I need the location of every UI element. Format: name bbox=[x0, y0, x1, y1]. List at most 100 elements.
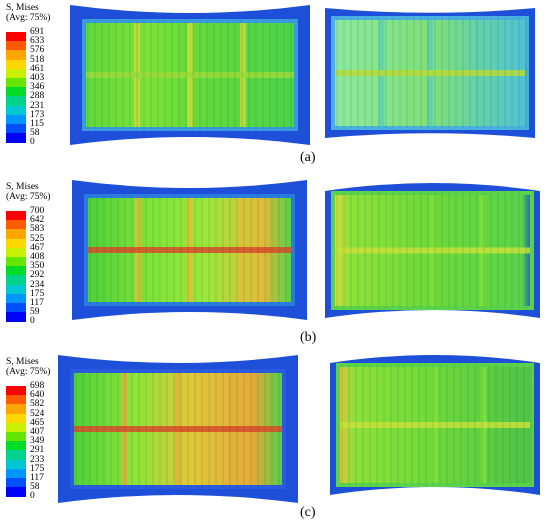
stiffener-frame bbox=[84, 194, 295, 306]
legend-swatch bbox=[6, 211, 26, 221]
legend-swatch bbox=[6, 114, 26, 125]
stress-legend-c: S, Mises (Avg: 75%) bbox=[6, 357, 50, 377]
stress-contour-right-b bbox=[325, 183, 540, 318]
legend-tick-label: 0 bbox=[30, 137, 35, 148]
legend-tick-label: 640 bbox=[30, 390, 45, 401]
mesh-texture bbox=[336, 18, 527, 128]
stiffener-horizontal bbox=[86, 247, 293, 253]
legend-swatch bbox=[6, 312, 26, 322]
stress-legend-a: S, Mises (Avg: 75%) bbox=[6, 3, 50, 23]
legend-swatch bbox=[6, 96, 26, 107]
legend-tick-label: 403 bbox=[30, 73, 45, 83]
legend-swatch bbox=[6, 386, 26, 396]
legend-tick-label: 698 bbox=[30, 381, 45, 391]
stiffener-horizontal bbox=[72, 426, 284, 432]
legend-tick-label: 173 bbox=[30, 109, 45, 120]
legend-subtitle: (Avg: 75%) bbox=[6, 192, 51, 202]
legend-swatch bbox=[6, 133, 26, 143]
legend-tick-label: 58 bbox=[30, 482, 40, 493]
legend-swatch bbox=[6, 478, 26, 488]
legend-swatch bbox=[6, 124, 26, 134]
legend-tick-label: 576 bbox=[30, 45, 45, 56]
legend-swatch bbox=[6, 41, 26, 51]
legend-swatch bbox=[6, 293, 26, 304]
stiffener-frame bbox=[331, 191, 534, 310]
mesh-texture bbox=[89, 196, 287, 304]
legend-tick-label: 349 bbox=[30, 436, 45, 447]
legend-tick-label: 465 bbox=[30, 417, 45, 428]
legend-tick-label: 350 bbox=[30, 261, 45, 272]
legend-tick-label: 175 bbox=[30, 463, 45, 474]
subfigure-label-a: (a) bbox=[300, 150, 316, 165]
legend-tick-label: 582 bbox=[30, 399, 45, 410]
subfigure-label-b: (b) bbox=[300, 330, 317, 345]
stress-contour-left-b bbox=[72, 180, 307, 320]
legend-tick-label: 0 bbox=[30, 316, 35, 327]
legend-swatch bbox=[6, 404, 26, 415]
stress-contour-right-a bbox=[325, 8, 535, 138]
legend-swatch bbox=[6, 247, 26, 258]
mesh-texture bbox=[75, 371, 280, 487]
legend-tick-label: 115 bbox=[30, 119, 44, 129]
stiffener-frame bbox=[82, 19, 298, 131]
stiffener-horizontal bbox=[338, 422, 532, 428]
legend-tick-label: 408 bbox=[30, 252, 45, 262]
legend-tick-label: 700 bbox=[30, 206, 45, 216]
legend-swatch bbox=[6, 68, 26, 79]
legend-tick-label: 59 bbox=[30, 307, 40, 318]
legend-tick-label: 518 bbox=[30, 54, 45, 65]
legend-swatch bbox=[6, 284, 26, 295]
stiffener-frame bbox=[336, 363, 534, 487]
stiffener-frame bbox=[331, 16, 529, 130]
stress-legend-b: S, Mises (Avg: 75%) bbox=[6, 182, 50, 202]
legend-title: S, Mises bbox=[6, 182, 39, 192]
figure-row-c: S, Mises (Avg: 75%) 698 640 582 524 465 407 34… bbox=[0, 350, 550, 525]
legend-swatch bbox=[6, 395, 26, 405]
legend-swatch bbox=[6, 257, 26, 267]
legend-swatch bbox=[6, 303, 26, 313]
stiffener-horizontal bbox=[84, 72, 296, 78]
legend-tick-label: 117 bbox=[30, 298, 44, 308]
legend-swatch bbox=[6, 450, 26, 461]
legend-tick-label: 633 bbox=[30, 36, 45, 47]
legend-tick-label: 0 bbox=[30, 491, 35, 502]
legend-tick-label: 233 bbox=[30, 454, 45, 465]
legend-tick-label: 691 bbox=[30, 27, 45, 37]
legend-swatch bbox=[6, 441, 26, 451]
legend-swatch bbox=[6, 275, 26, 286]
legend-swatch bbox=[6, 50, 26, 61]
mesh-texture bbox=[336, 193, 527, 308]
stress-contour-right-c bbox=[330, 355, 540, 495]
legend-swatch bbox=[6, 238, 26, 249]
legend-tick-label: 58 bbox=[30, 128, 40, 139]
legend-swatch bbox=[6, 487, 26, 497]
legend-title: S, Mises bbox=[6, 3, 39, 13]
legend-tick-label: 525 bbox=[30, 233, 45, 244]
legend-swatch bbox=[6, 468, 26, 479]
stress-contour-left-a bbox=[70, 5, 310, 145]
legend-swatch bbox=[6, 220, 26, 230]
legend-tick-label: 175 bbox=[30, 288, 45, 299]
legend-swatch bbox=[6, 78, 26, 88]
legend-tick-label: 234 bbox=[30, 279, 45, 290]
legend-tick-label: 583 bbox=[30, 224, 45, 235]
mesh-texture bbox=[341, 365, 532, 485]
stiffener-horizontal bbox=[333, 70, 527, 76]
legend-tick-label: 407 bbox=[30, 427, 45, 437]
legend-tick-label: 642 bbox=[30, 215, 45, 226]
legend-swatch bbox=[6, 413, 26, 424]
legend-swatch bbox=[6, 105, 26, 116]
legend-subtitle: (Avg: 75%) bbox=[6, 367, 51, 377]
subfigure-label-c: (c) bbox=[300, 505, 316, 520]
legend-swatch bbox=[6, 87, 26, 97]
mesh-texture bbox=[87, 21, 292, 129]
legend-swatch bbox=[6, 229, 26, 240]
figure-row-a: S, Mises (Avg: 75%) 691 633 576 518 461 403 34… bbox=[0, 0, 550, 175]
legend-swatch bbox=[6, 32, 26, 42]
legend-swatch bbox=[6, 422, 26, 433]
legend-tick-label: 524 bbox=[30, 408, 45, 419]
legend-tick-label: 461 bbox=[30, 63, 45, 74]
stiffener-horizontal bbox=[333, 247, 532, 254]
legend-tick-label: 346 bbox=[30, 82, 45, 93]
legend-swatch bbox=[6, 459, 26, 470]
